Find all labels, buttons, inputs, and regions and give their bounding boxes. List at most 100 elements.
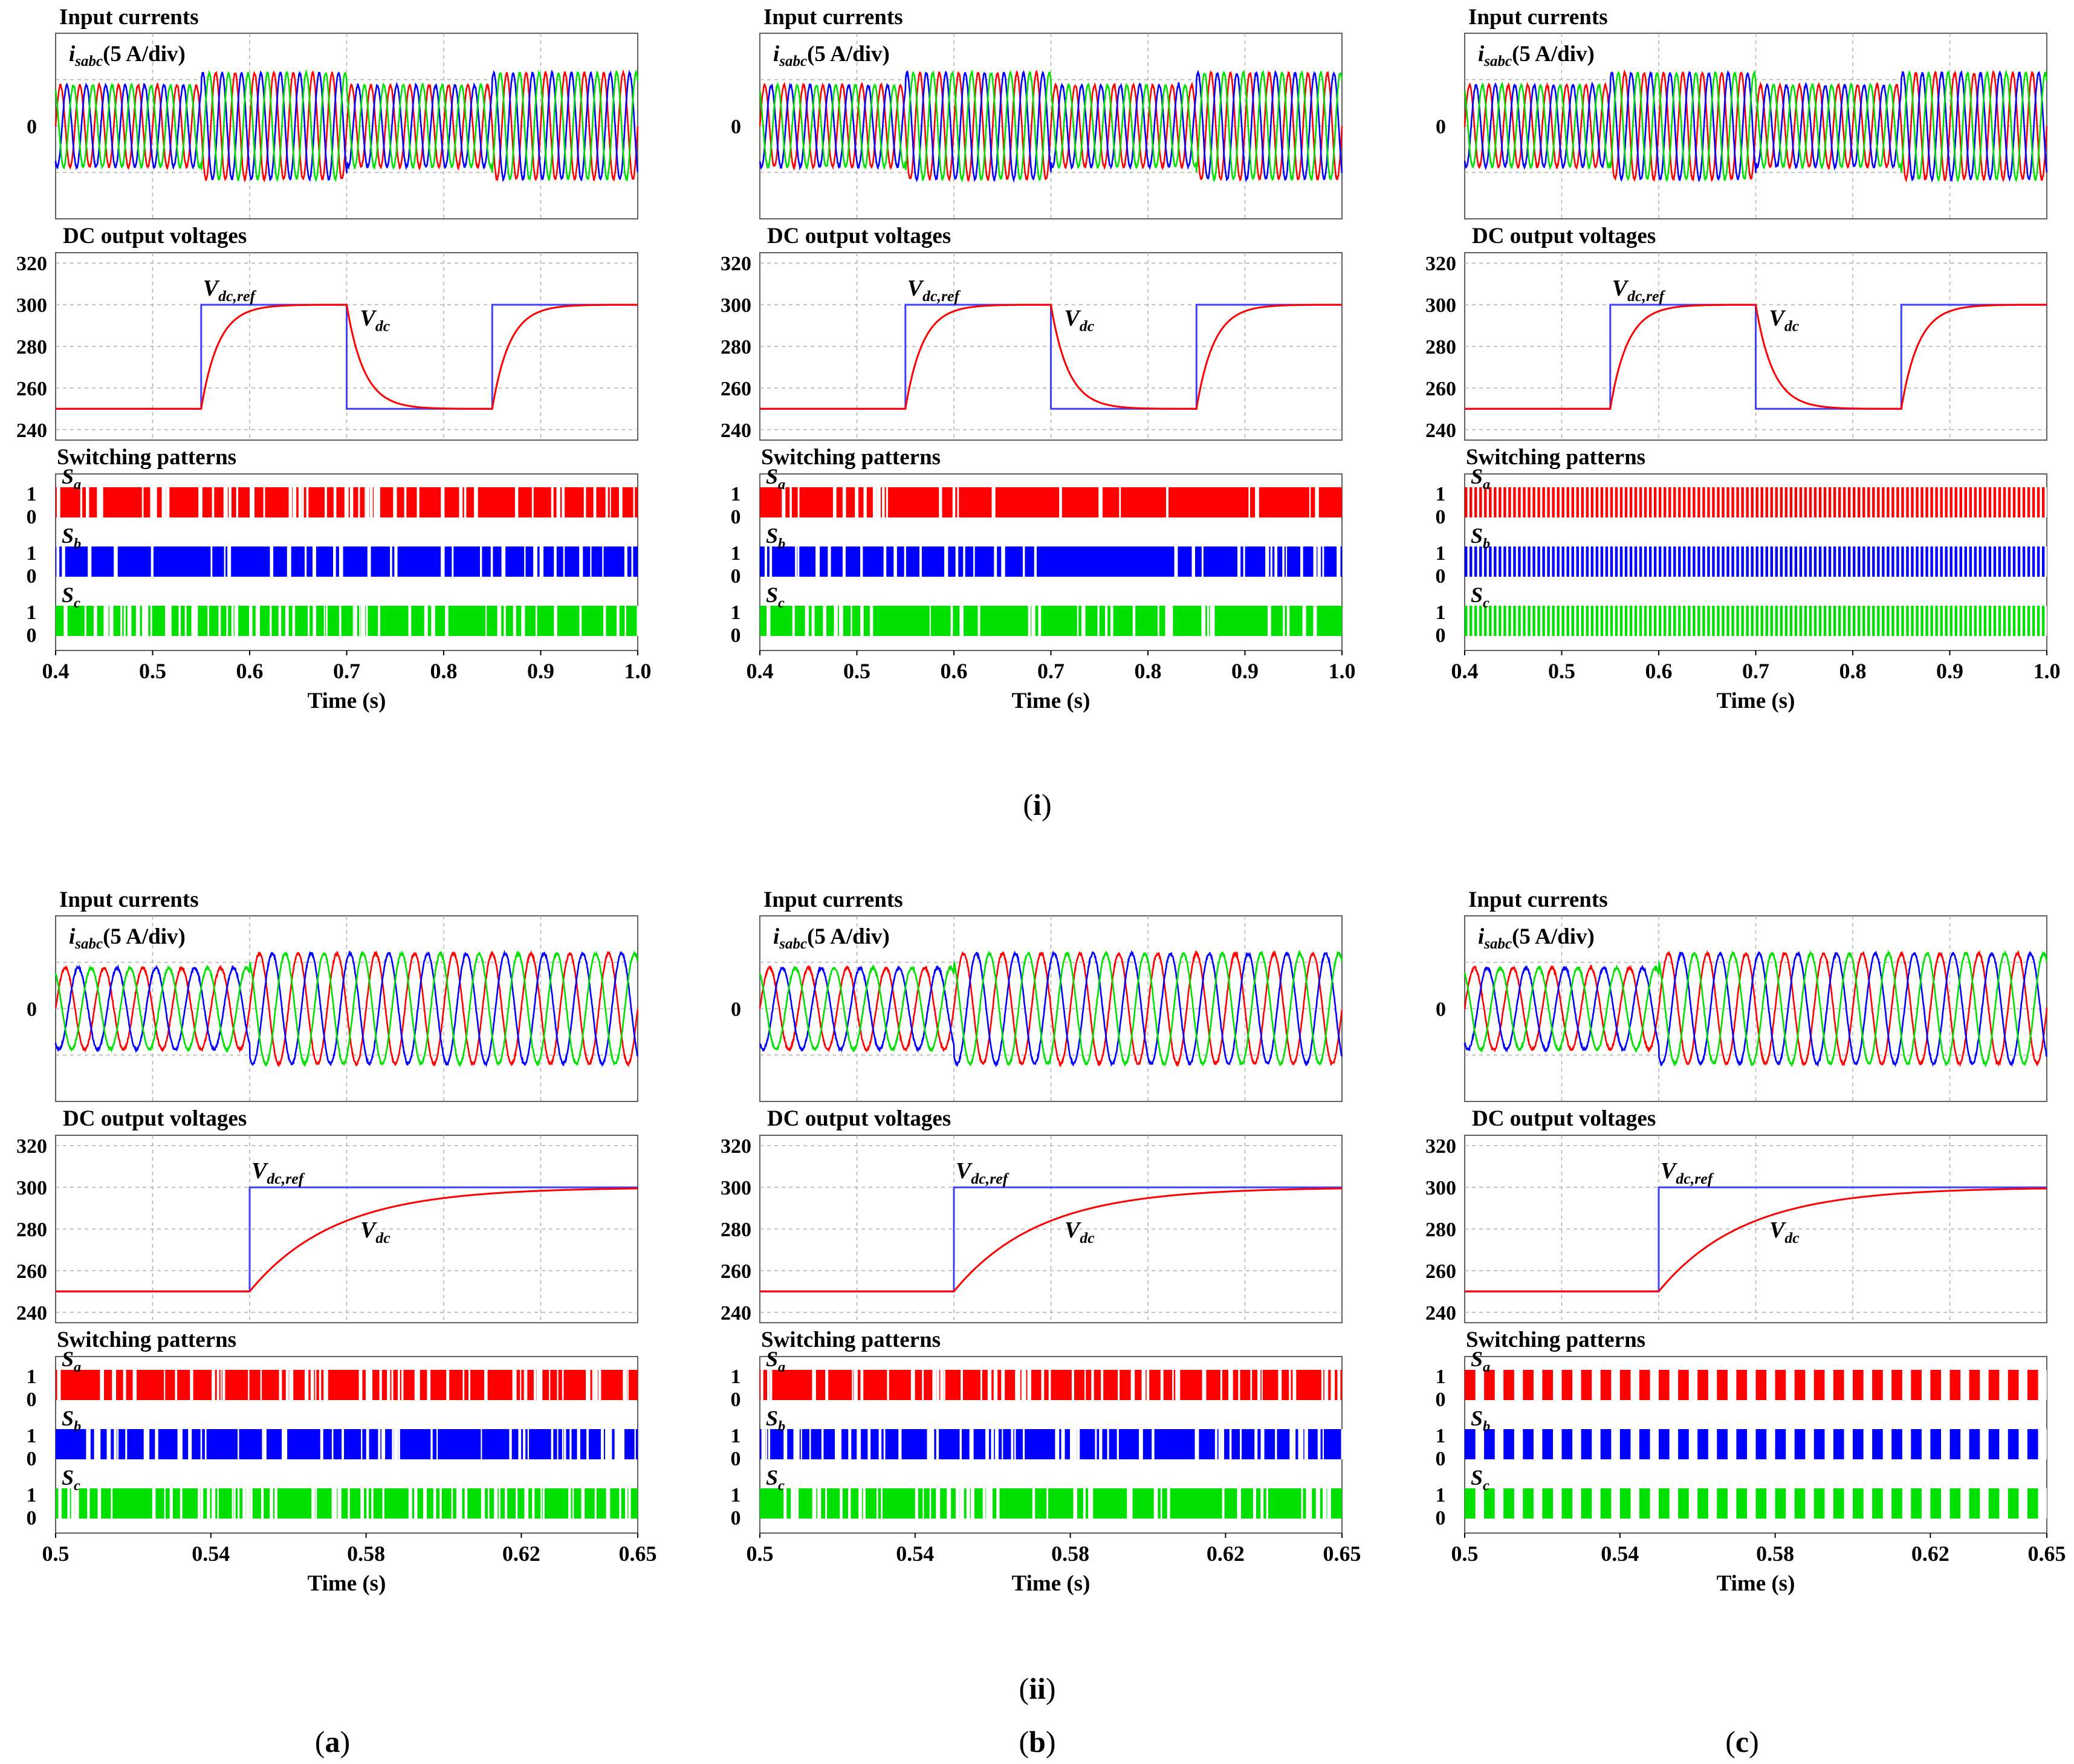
switching-off-interval <box>857 1429 861 1459</box>
switching-off-interval <box>1739 487 1742 517</box>
switching-off-interval <box>1669 1488 1679 1519</box>
switching-label-c-sub: c <box>1483 595 1489 611</box>
row-label-i-open: ( <box>1023 788 1033 822</box>
switching-off-interval <box>554 606 557 636</box>
switching-label-b-sub: b <box>1483 536 1490 552</box>
switching-off-interval <box>624 546 627 577</box>
switching-off-interval <box>391 1370 394 1400</box>
switching-off-interval <box>1220 1429 1225 1459</box>
switching-off-interval <box>996 1488 1000 1519</box>
switching-off-interval <box>1323 1488 1327 1519</box>
switching-off-interval <box>1705 546 1708 577</box>
switching-off-interval <box>1669 1429 1679 1459</box>
switching-off-interval <box>304 1370 309 1400</box>
switching-off-interval <box>1986 487 1989 517</box>
current-signal-label: isabc(5 A/div) <box>1478 924 1595 952</box>
switching-off-interval <box>1116 1429 1119 1459</box>
switching-off-interval <box>1688 1429 1698 1459</box>
switching-off-interval <box>1952 546 1955 577</box>
switching-off-interval <box>1805 1370 1814 1400</box>
switching-off-interval <box>1676 546 1679 577</box>
switching-off-interval <box>1153 1488 1157 1519</box>
switching-off-interval <box>1863 1488 1873 1519</box>
switching-off-interval <box>1637 487 1639 517</box>
switching-off-interval <box>1099 1429 1103 1459</box>
switching-off-interval <box>164 606 169 636</box>
x-axis-tick-label: 0.62 <box>1911 1542 1949 1566</box>
switching-off-interval <box>63 606 68 636</box>
switching-off-interval <box>459 487 463 517</box>
switching-off-interval <box>1772 606 1775 636</box>
current-phase-a <box>54 69 639 183</box>
current-phase-b <box>759 950 1343 1068</box>
column-label-c-close: ) <box>1749 1725 1759 1759</box>
current-signal-sub: sabc <box>74 936 103 952</box>
switching-off-interval <box>1598 546 1601 577</box>
switching-off-interval <box>1544 606 1547 636</box>
switching-off-interval <box>1569 546 1572 577</box>
x-axis-tick-label: 0.8 <box>430 659 458 683</box>
vdc-measured-label-main: V <box>360 306 377 331</box>
switching-off-interval <box>86 1429 91 1459</box>
switching-level-low: 0 <box>731 1507 741 1529</box>
switching-off-interval <box>238 1429 239 1459</box>
switching-label-c-main: S <box>62 1465 74 1490</box>
switching-label-c-sub: c <box>778 1477 785 1494</box>
switching-off-interval <box>1482 606 1485 636</box>
switching-off-interval <box>67 1488 70 1519</box>
switching-off-interval <box>977 606 980 636</box>
switching-off-interval <box>114 1429 117 1459</box>
switching-off-interval <box>288 487 293 517</box>
switching-off-interval <box>524 1370 527 1400</box>
switching-off-interval <box>1627 487 1630 517</box>
switching-off-interval <box>518 1429 522 1459</box>
switching-off-interval <box>1254 1429 1258 1459</box>
switching-off-interval <box>1321 1370 1324 1400</box>
switching-off-interval <box>562 487 565 517</box>
switching-off-interval <box>1705 606 1708 636</box>
switching-off-interval <box>554 546 557 577</box>
switching-level-high: 1 <box>27 1366 37 1388</box>
switching-off-interval <box>1177 1370 1181 1400</box>
switching-off-interval <box>1083 1488 1086 1519</box>
x-axis-title: Time (s) <box>1717 689 1795 713</box>
current-signal-sub: sabc <box>74 53 103 70</box>
switching-off-interval <box>809 1429 811 1459</box>
x-axis-title: Time (s) <box>1717 1571 1795 1596</box>
currents-title: Input currents <box>763 5 903 30</box>
x-axis-tick-label: 0.54 <box>192 1542 230 1566</box>
switching-off-interval <box>1933 546 1936 577</box>
switching-off-interval <box>1250 1370 1253 1400</box>
switching-off-interval <box>1260 1429 1265 1459</box>
switching-band-c <box>760 606 1342 636</box>
switching-off-interval <box>1589 487 1591 517</box>
vdc-measured-line <box>760 1187 1343 1292</box>
switching-off-interval <box>274 1488 277 1519</box>
switching-off-interval <box>592 1370 594 1400</box>
switching-off-interval <box>184 606 187 636</box>
switching-off-interval <box>1168 606 1173 636</box>
switching-off-interval <box>963 546 965 577</box>
switching-off-interval <box>835 1429 839 1459</box>
switching-off-interval <box>1783 606 1785 636</box>
switching-off-interval <box>191 606 195 636</box>
x-axis-tick-label: 0.5 <box>843 659 870 683</box>
switching-off-interval <box>1139 1429 1143 1459</box>
switching-off-interval <box>439 1488 442 1519</box>
switching-off-interval <box>1222 1488 1225 1519</box>
switching-off-interval <box>490 546 493 577</box>
switching-off-interval <box>883 546 887 577</box>
switching-off-interval <box>270 546 274 577</box>
row-label-i-text: i <box>1033 788 1042 822</box>
switching-off-interval <box>424 606 428 636</box>
switching-off-interval <box>1637 606 1639 636</box>
switching-off-interval <box>904 546 906 577</box>
switching-off-interval <box>1695 487 1698 517</box>
switching-off-interval <box>1014 1429 1016 1459</box>
switching-off-interval <box>88 1429 91 1459</box>
switching-off-interval <box>1220 1370 1222 1400</box>
vdc-ref-label: Vdc,ref <box>907 276 961 305</box>
current-signal-main: i <box>773 924 780 949</box>
switching-off-interval <box>1805 1488 1814 1519</box>
switching-off-interval <box>342 1429 345 1459</box>
